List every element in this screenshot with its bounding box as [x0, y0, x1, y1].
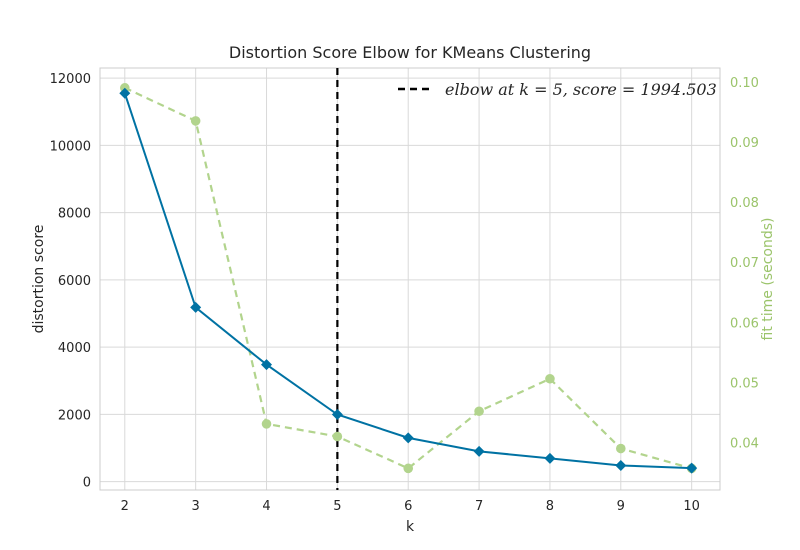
- y2-tick-label: 0.10: [730, 76, 759, 91]
- plot-frame: [99, 67, 721, 491]
- fit-time-point: [261, 419, 272, 429]
- x-tick-label: 4: [262, 499, 270, 514]
- y2-tick-label: 0.08: [730, 196, 759, 211]
- x-axis-label: k: [406, 519, 415, 535]
- fit-time-point: [332, 431, 343, 442]
- fit-time-point: [403, 463, 414, 474]
- y-tick-label: 12000: [50, 72, 91, 87]
- x-tick-label: 6: [404, 499, 412, 514]
- x-tick-label: 3: [192, 499, 200, 514]
- y-tick-label: 4000: [58, 341, 91, 356]
- distortion-point: [261, 359, 273, 371]
- distortion-point: [473, 445, 485, 457]
- fit-time-point: [474, 406, 484, 417]
- fit-time-point: [545, 373, 555, 384]
- y2-ticks: 0.04 0.05 0.06 0.07 0.08 0.09 0.10: [730, 76, 759, 452]
- y-axis-label: distortion score: [31, 225, 47, 334]
- y2-tick-label: 0.09: [730, 136, 759, 151]
- y-tick-label: 6000: [58, 274, 91, 289]
- x-tick-label: 5: [333, 499, 341, 514]
- distortion-point: [119, 87, 131, 99]
- x-tick-label: 7: [475, 499, 483, 514]
- series-group: [119, 83, 698, 474]
- y-ticks: 0 2000 4000 6000 8000 10000 12000: [50, 72, 91, 491]
- distortion-point: [686, 462, 698, 474]
- y2-tick-label: 0.04: [730, 437, 759, 452]
- y-tick-label: 0: [83, 476, 91, 491]
- legend-elbow-label: elbow at k = 5, score = 1994.503: [445, 80, 717, 99]
- legend: elbow at k = 5, score = 1994.503: [398, 80, 717, 99]
- x-ticks: 2 3 4 5 6 7 8 9 10: [121, 499, 700, 514]
- y2-tick-label: 0.05: [730, 376, 759, 391]
- x-tick-label: 10: [683, 499, 700, 514]
- distortion-point: [544, 452, 556, 464]
- distortion-point: [331, 409, 343, 421]
- distortion-point: [402, 432, 414, 444]
- y2-tick-label: 0.07: [730, 256, 759, 271]
- chart-title: Distortion Score Elbow for KMeans Cluste…: [229, 43, 591, 62]
- distortion-point: [190, 301, 202, 313]
- x-tick-label: 8: [546, 499, 554, 514]
- fit-time-line: [124, 86, 692, 470]
- y-tick-label: 10000: [50, 139, 91, 154]
- y2-tick-label: 0.06: [730, 316, 759, 331]
- y-tick-label: 8000: [58, 207, 91, 222]
- x-tick-label: 2: [121, 499, 129, 514]
- fit-time-point: [190, 116, 201, 126]
- grid: [100, 68, 720, 490]
- x-tick-label: 9: [617, 499, 625, 514]
- y-tick-label: 2000: [58, 408, 91, 423]
- y2-axis-label: fit time (seconds): [760, 218, 776, 341]
- distortion-point: [615, 459, 627, 471]
- fit-time-point: [616, 443, 626, 454]
